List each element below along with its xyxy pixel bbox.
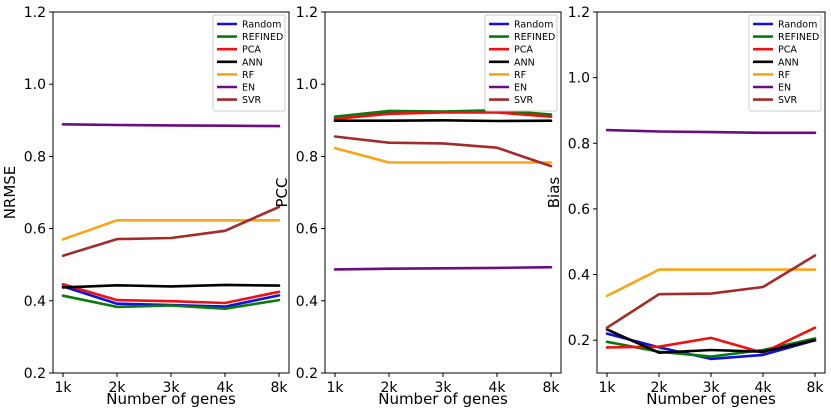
legend-label: Random — [514, 20, 553, 31]
series-line-svr — [333, 135, 553, 168]
series-line-refined — [605, 337, 817, 358]
chart-panel-2: 0.2 0.4 0.6 0.8 1.0 1.2 1k 2k 3k 4k 8k Number of ge… — [545, 5, 826, 408]
x-tick-label: 3k — [702, 380, 720, 396]
series-line-random — [605, 332, 817, 361]
y-tick-label: 1.0 — [24, 77, 46, 93]
legend-label: EN — [778, 83, 791, 94]
legend-label: REFINED — [514, 32, 555, 43]
legend-label: Random — [778, 20, 817, 31]
series-line-pca — [333, 111, 553, 121]
x-tick-label: 1k — [598, 380, 616, 396]
legend-label: SVR — [514, 95, 534, 106]
x-tick-label: 2k — [380, 380, 398, 396]
x-tick-label: 8k — [806, 380, 824, 396]
legend-label: ANN — [778, 57, 799, 68]
series-line-ann — [605, 328, 817, 355]
x-tick-label: 1k — [326, 380, 344, 396]
x-tick-label: 3k — [162, 380, 180, 396]
y-tick-label: 0.2 — [24, 366, 46, 382]
series-line-en — [605, 128, 817, 135]
legend-label: Random — [242, 20, 281, 31]
y-axis-title: PCC — [273, 178, 291, 208]
y-tick-label: 1.2 — [568, 5, 590, 21]
x-tick-label: 8k — [270, 380, 288, 396]
legend-label: ANN — [514, 57, 535, 68]
series-line-ann — [61, 283, 281, 289]
x-axis-title: Number of genes — [378, 390, 508, 408]
legend-label: RF — [242, 70, 254, 81]
legend-label: SVR — [242, 95, 262, 106]
legend-label: ANN — [242, 57, 263, 68]
legend-label: SVR — [778, 95, 798, 106]
y-tick-label: 0.6 — [296, 222, 318, 238]
y-tick-label: 1.0 — [568, 71, 590, 87]
chart-panel-1: 0.2 0.4 0.6 0.8 1.0 1.2 1k 2k 3k 4k 8k Number of ge… — [273, 5, 562, 408]
y-tick-label: 0.2 — [568, 333, 590, 349]
legend-label: EN — [514, 83, 527, 94]
series-line-refined — [61, 294, 281, 311]
legend-label: REFINED — [242, 32, 283, 43]
legend-label: RF — [514, 70, 526, 81]
x-tick-label: 2k — [650, 380, 668, 396]
series-line-rf — [333, 146, 553, 164]
x-tick-label: 1k — [54, 380, 72, 396]
y-tick-label: 0.4 — [296, 294, 318, 310]
y-axis-title: Bias — [545, 177, 563, 209]
x-axis-title: Number of genes — [106, 390, 236, 408]
y-axis-title: NRMSE — [1, 166, 19, 220]
series-line-en — [61, 123, 281, 128]
legend-label: EN — [242, 83, 255, 94]
legend-label: PCA — [778, 45, 797, 56]
legend-label: RF — [778, 70, 790, 81]
series-line-rf — [61, 219, 281, 241]
y-tick-label: 0.8 — [24, 149, 46, 165]
series-line-pca — [605, 326, 817, 355]
x-tick-label: 4k — [754, 380, 772, 396]
x-axis-title: Number of genes — [646, 390, 776, 408]
y-tick-label: 0.4 — [568, 268, 590, 284]
y-tick-label: 0.6 — [568, 202, 590, 218]
x-tick-label: 2k — [108, 380, 126, 396]
series-line-en — [333, 265, 553, 271]
y-tick-label: 1.0 — [296, 77, 318, 93]
x-tick-label: 3k — [434, 380, 452, 396]
legend-label: PCA — [514, 45, 533, 56]
legend-label: PCA — [242, 45, 261, 56]
x-tick-label: 8k — [542, 380, 560, 396]
series-line-svr — [605, 254, 817, 330]
y-tick-label: 0.6 — [24, 222, 46, 238]
y-tick-label: 0.4 — [24, 294, 46, 310]
y-tick-label: 0.8 — [568, 136, 590, 152]
chart-panel-0: 0.2 0.4 0.6 0.8 1.0 1.2 1k 2k 3k 4k 8k Number of ge… — [1, 5, 290, 408]
y-tick-label: 1.2 — [296, 5, 318, 21]
legend-label: REFINED — [778, 32, 819, 43]
series-line-ann — [333, 119, 553, 123]
series-line-pca — [61, 282, 281, 305]
series-line-svr — [61, 205, 281, 257]
x-tick-label: 4k — [216, 380, 234, 396]
y-tick-label: 1.2 — [24, 5, 46, 21]
x-tick-label: 4k — [488, 380, 506, 396]
y-tick-label: 0.2 — [296, 366, 318, 382]
y-tick-label: 0.8 — [296, 149, 318, 165]
series-line-rf — [605, 268, 817, 298]
